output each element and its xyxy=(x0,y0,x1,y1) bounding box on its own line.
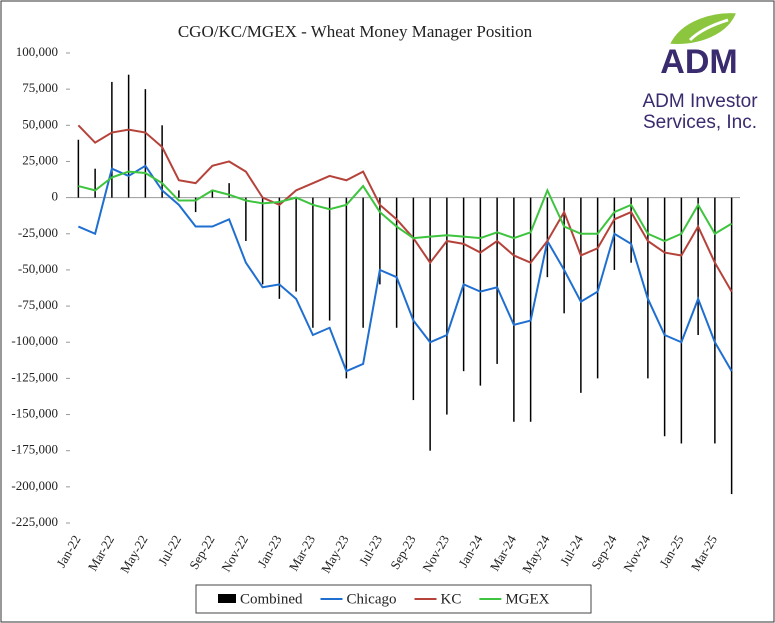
y-tick-label: 75,000 xyxy=(22,80,58,95)
logo-leaf xyxy=(665,10,741,47)
bar xyxy=(245,197,247,241)
line-series xyxy=(77,164,733,373)
bar xyxy=(178,190,180,198)
y-tick-label: -175,000 xyxy=(11,442,58,457)
y-tick-label: -200,000 xyxy=(11,478,58,493)
y-tick-label: -125,000 xyxy=(11,369,58,384)
bar xyxy=(211,190,214,198)
y-tick-label: -150,000 xyxy=(11,406,58,421)
chart-title: CGO/KC/MGEX - Wheat Money Manager Positi… xyxy=(178,22,533,41)
y-tick-label: -225,000 xyxy=(11,514,58,529)
bar xyxy=(362,197,364,328)
bar xyxy=(161,125,163,198)
bar xyxy=(77,139,80,198)
legend-label: Combined xyxy=(240,591,303,607)
bar xyxy=(278,197,281,299)
bar xyxy=(111,81,113,198)
bar xyxy=(228,183,230,198)
bar xyxy=(546,197,549,278)
bar xyxy=(596,197,599,379)
logo-mark: ADM xyxy=(660,43,737,81)
y-tick-label: 50,000 xyxy=(22,116,58,131)
y-tick-label: -75,000 xyxy=(18,297,58,312)
y-tick-label: 0 xyxy=(52,189,59,204)
bar xyxy=(312,197,314,328)
bar xyxy=(412,197,415,401)
bar xyxy=(261,197,264,285)
logo-line: ADM Investor xyxy=(642,91,758,112)
y-tick-label: -25,000 xyxy=(18,225,58,240)
bar xyxy=(496,197,498,364)
bar xyxy=(395,197,398,328)
bar xyxy=(194,197,197,213)
bar xyxy=(295,197,297,292)
legend-label: KC xyxy=(441,591,462,607)
y-tick-label: 25,000 xyxy=(22,152,58,167)
line-series xyxy=(78,170,733,243)
bar xyxy=(647,197,649,379)
bar xyxy=(94,168,96,198)
bar xyxy=(144,89,147,198)
y-tick-label: -100,000 xyxy=(11,333,58,348)
bar xyxy=(379,197,381,285)
bar xyxy=(345,197,348,379)
y-tick-label: -50,000 xyxy=(18,261,58,276)
legend-swatch xyxy=(218,594,236,603)
line-series xyxy=(77,124,733,293)
y-tick-label: 100,000 xyxy=(16,44,58,59)
bar xyxy=(580,197,582,393)
bar xyxy=(127,74,130,198)
bar xyxy=(730,197,733,495)
bar xyxy=(697,197,699,335)
legend-box xyxy=(195,584,592,614)
bar xyxy=(630,197,632,263)
bar xyxy=(663,197,666,437)
legend-label: Chicago xyxy=(347,591,397,607)
legend-label: MGEX xyxy=(505,591,549,607)
bar xyxy=(328,197,331,321)
bar xyxy=(429,197,431,451)
bar xyxy=(563,197,565,314)
bar xyxy=(446,197,448,415)
logo: ADM ADM Investor Services, Inc. xyxy=(642,10,758,133)
bar xyxy=(513,197,515,422)
bar xyxy=(680,197,683,444)
bar xyxy=(529,197,532,422)
bar xyxy=(714,197,716,444)
logo-line: Services, Inc. xyxy=(643,112,757,133)
